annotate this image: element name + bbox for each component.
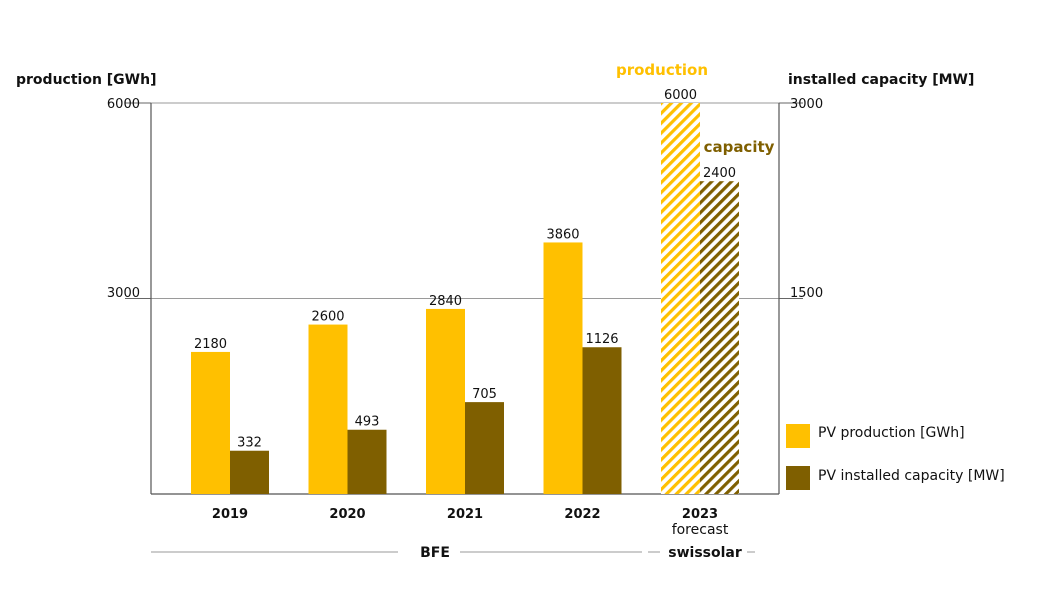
category-label-2021: 2021 xyxy=(447,507,483,522)
capacity-value-label-2019: 332 xyxy=(237,436,262,451)
category-label-2020: 2020 xyxy=(329,507,365,522)
source-swissolar: swissolar xyxy=(668,545,742,561)
left-tick-label: 6000 xyxy=(107,97,140,112)
production-bar-2023 xyxy=(661,103,700,494)
capacity-bar-2019 xyxy=(230,450,269,494)
legend-swatch-production xyxy=(786,424,810,448)
production-bar-2020 xyxy=(308,324,348,494)
capacity-bar-2023 xyxy=(700,181,739,494)
right-tick-label: 1500 xyxy=(790,286,823,301)
production-value-label-2019: 2180 xyxy=(194,337,227,352)
category-label-2019: 2019 xyxy=(212,507,248,522)
category-sublabel-2023: forecast xyxy=(672,522,729,538)
bars-group: 2180 332 2600 493 2840 705 3860 1126 6000 2400 xyxy=(191,88,739,494)
production-annotation: production xyxy=(616,61,708,79)
legend-label-capacity: PV installed capacity [MW] xyxy=(818,468,1005,484)
capacity-annotation: capacity xyxy=(704,138,775,156)
left-axis-title: production [GWh] xyxy=(16,72,156,88)
capacity-value-label-2023: 2400 xyxy=(703,166,736,181)
right-tick-label: 3000 xyxy=(790,97,823,112)
right-axis-title: installed capacity [MW] xyxy=(788,72,974,88)
capacity-value-label-2020: 493 xyxy=(355,415,380,430)
production-value-label-2021: 2840 xyxy=(429,294,462,309)
capacity-bar-2021 xyxy=(465,402,504,494)
category-label-2022: 2022 xyxy=(564,507,600,522)
capacity-value-label-2022: 1126 xyxy=(585,332,618,347)
production-bar-2021 xyxy=(426,308,465,494)
production-value-label-2022: 3860 xyxy=(546,227,579,242)
capacity-bar-2020 xyxy=(347,429,387,494)
source-bfe: BFE xyxy=(420,545,450,561)
production-bar-2019 xyxy=(191,351,230,494)
capacity-value-label-2021: 705 xyxy=(472,387,497,402)
production-value-label-2023: 6000 xyxy=(664,88,697,103)
capacity-bar-2022 xyxy=(582,347,622,494)
legend-swatch-capacity xyxy=(786,466,810,490)
category-label-2023: 2023 xyxy=(682,507,718,522)
production-value-label-2020: 2600 xyxy=(311,310,344,325)
left-tick-label: 3000 xyxy=(107,286,140,301)
legend-label-production: PV production [GWh] xyxy=(818,425,965,441)
production-bar-2022 xyxy=(543,242,583,494)
